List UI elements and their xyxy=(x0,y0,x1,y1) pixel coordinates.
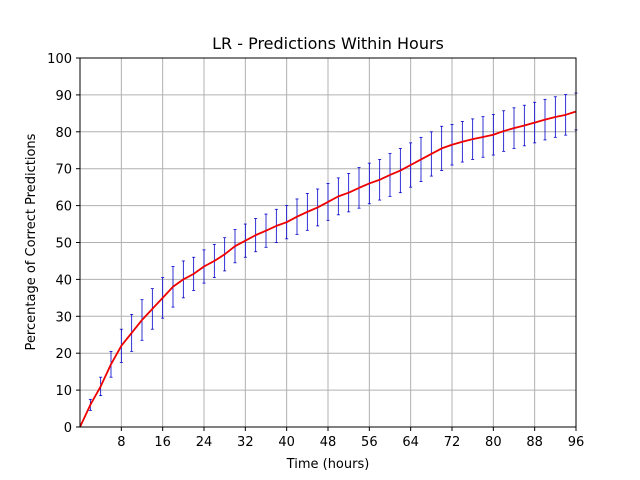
x-tick-label: 32 xyxy=(237,435,254,450)
x-tick-label: 72 xyxy=(444,435,461,450)
x-tick-label: 24 xyxy=(196,435,213,450)
y-axis-label: Percentage of Correct Predictions xyxy=(24,133,39,350)
y-tick-label: 30 xyxy=(55,310,72,325)
x-tick-label: 56 xyxy=(361,435,378,450)
axis-ticks: 8 16 24 32 40 48 56 64 72 80 88 96 0 10 20 30 40 50 60 70 80… xyxy=(47,52,584,450)
y-tick-label: 50 xyxy=(55,237,72,252)
y-tick-label: 70 xyxy=(55,163,72,178)
x-tick-label: 40 xyxy=(278,435,295,450)
y-tick-label: 80 xyxy=(55,126,72,141)
x-axis-label: Time (hours) xyxy=(286,457,370,472)
y-tick-label: 10 xyxy=(55,384,72,399)
y-tick-label: 100 xyxy=(47,52,72,67)
y-tick-label: 40 xyxy=(55,273,72,288)
x-tick-label: 64 xyxy=(402,435,419,450)
chart-title: LR - Predictions Within Hours xyxy=(212,34,444,53)
x-tick-label: 8 xyxy=(117,435,125,450)
series-line xyxy=(79,110,577,428)
y-tick-label: 0 xyxy=(64,421,72,436)
y-tick-label: 60 xyxy=(55,200,72,215)
y-tick-label: 90 xyxy=(55,89,72,104)
x-tick-label: 16 xyxy=(154,435,171,450)
x-tick-label: 80 xyxy=(485,435,502,450)
x-tick-label: 48 xyxy=(320,435,337,450)
x-tick-label: 96 xyxy=(568,435,585,450)
x-tick-label: 88 xyxy=(526,435,543,450)
y-tick-label: 20 xyxy=(55,347,72,362)
